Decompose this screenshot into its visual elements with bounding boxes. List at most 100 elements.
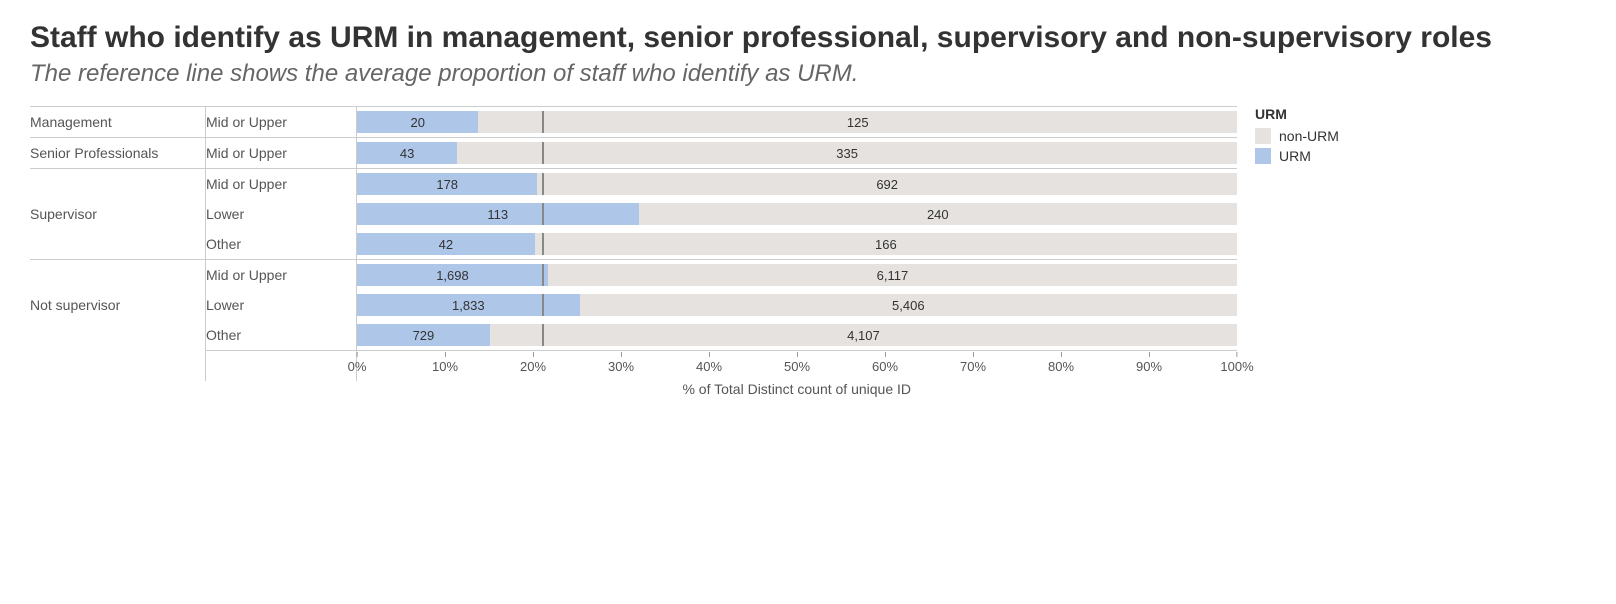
- bar-track: 33543: [357, 142, 1237, 164]
- bar-track: 12520: [357, 111, 1237, 133]
- reference-line: [542, 111, 544, 133]
- table-row: Other4,107729: [30, 320, 1237, 351]
- bar-cell: 5,4061,833: [357, 290, 1238, 320]
- bar-segment-urm: 1,833: [357, 294, 580, 316]
- axis-tick-label: 70%: [960, 359, 986, 374]
- axis-tick-label: 100%: [1220, 359, 1253, 374]
- reference-line: [542, 142, 544, 164]
- axis-tick: 0%: [348, 352, 367, 374]
- axis-tick: 100%: [1220, 352, 1253, 374]
- axis-tick-label: 40%: [696, 359, 722, 374]
- axis-tick-label: 30%: [608, 359, 634, 374]
- legend-item: URM: [1255, 148, 1339, 164]
- legend-items: non-URM URM: [1255, 128, 1339, 164]
- bar-track: 5,4061,833: [357, 294, 1237, 316]
- subcategory-label: Other: [206, 320, 357, 351]
- reference-line: [542, 324, 544, 346]
- subcategory-label: Mid or Upper: [206, 260, 357, 291]
- bar-cell: 33543: [357, 138, 1238, 169]
- subcategory-label: Lower: [206, 290, 357, 320]
- bar-track: 240113: [357, 203, 1237, 225]
- reference-line: [542, 173, 544, 195]
- axis-tick: 60%: [872, 352, 898, 374]
- bar-track: 6,1171,698: [357, 264, 1237, 286]
- bar-cell: 6,1171,698: [357, 260, 1238, 291]
- legend-label: URM: [1279, 148, 1311, 164]
- axis-tick-label: 90%: [1136, 359, 1162, 374]
- reference-line: [542, 264, 544, 286]
- bar-segment-non-urm: 335: [457, 142, 1237, 164]
- bar-cell: 4,107729: [357, 320, 1238, 351]
- chart-table: ManagementMid or Upper12520Senior Profes…: [30, 106, 1237, 397]
- legend: URM non-URM URM: [1255, 106, 1339, 168]
- axis-tick-label: 50%: [784, 359, 810, 374]
- reference-line: [542, 294, 544, 316]
- table-row: ManagementMid or Upper12520: [30, 107, 1237, 138]
- axis-tick: 10%: [432, 352, 458, 374]
- table-row: Lower240113: [30, 199, 1237, 229]
- axis-tick: 70%: [960, 352, 986, 374]
- legend-swatch: [1255, 148, 1271, 164]
- bar-segment-urm: 43: [357, 142, 457, 164]
- bar-cell: 12520: [357, 107, 1238, 138]
- bar-segment-non-urm: 240: [639, 203, 1237, 225]
- bar-segment-non-urm: 6,117: [548, 264, 1237, 286]
- bar-track: 692178: [357, 173, 1237, 195]
- reference-line: [542, 203, 544, 225]
- bar-cell: 16642: [357, 229, 1238, 260]
- axis-tick-label: 80%: [1048, 359, 1074, 374]
- category-label: Senior Professionals: [30, 138, 206, 169]
- axis-tick: 80%: [1048, 352, 1074, 374]
- category-label: Management: [30, 107, 206, 138]
- bar-segment-urm: 1,698: [357, 264, 548, 286]
- axis-tick: 20%: [520, 352, 546, 374]
- chart-subtitle: The reference line shows the average pro…: [30, 60, 1586, 88]
- bar-segment-urm: 20: [357, 111, 478, 133]
- axis-tick: 50%: [784, 352, 810, 374]
- chart-body: ManagementMid or Upper12520Senior Profes…: [30, 107, 1237, 398]
- bar-cell: 692178: [357, 169, 1238, 200]
- bar-segment-non-urm: 125: [478, 111, 1237, 133]
- legend-title: URM: [1255, 106, 1339, 122]
- reference-line: [542, 233, 544, 255]
- category-label: Not supervisor: [30, 260, 206, 351]
- axis-tick-label: 10%: [432, 359, 458, 374]
- axis-tick-label: 20%: [520, 359, 546, 374]
- category-label: Supervisor: [30, 169, 206, 260]
- subcategory-label: Mid or Upper: [206, 138, 357, 169]
- table-row: Senior ProfessionalsMid or Upper33543: [30, 138, 1237, 169]
- axis-title-row: % of Total Distinct count of unique ID: [30, 381, 1237, 397]
- bar-segment-non-urm: 4,107: [490, 324, 1237, 346]
- legend-swatch: [1255, 128, 1271, 144]
- subcategory-label: Mid or Upper: [206, 107, 357, 138]
- table-row: SupervisorMid or Upper692178: [30, 169, 1237, 200]
- axis-row: 0%10%20%30%40%50%60%70%80%90%100%: [30, 351, 1237, 382]
- legend-label: non-URM: [1279, 128, 1339, 144]
- axis-title: % of Total Distinct count of unique ID: [357, 381, 1238, 397]
- subcategory-label: Other: [206, 229, 357, 260]
- axis-tick: 30%: [608, 352, 634, 374]
- axis-tick-label: 60%: [872, 359, 898, 374]
- x-axis: 0%10%20%30%40%50%60%70%80%90%100%: [357, 351, 1238, 382]
- axis-tick: 40%: [696, 352, 722, 374]
- subcategory-label: Lower: [206, 199, 357, 229]
- bar-segment-non-urm: 166: [535, 233, 1237, 255]
- bar-track: 16642: [357, 233, 1237, 255]
- chart-area: ManagementMid or Upper12520Senior Profes…: [30, 106, 1237, 397]
- table-row: Not supervisorMid or Upper6,1171,698: [30, 260, 1237, 291]
- bar-segment-urm: 113: [357, 203, 639, 225]
- table-row: Lower5,4061,833: [30, 290, 1237, 320]
- bar-segment-urm: 42: [357, 233, 535, 255]
- bar-segment-urm: 178: [357, 173, 537, 195]
- chart-title: Staff who identify as URM in management,…: [30, 20, 1586, 56]
- subcategory-label: Mid or Upper: [206, 169, 357, 200]
- legend-item: non-URM: [1255, 128, 1339, 144]
- bar-segment-non-urm: 692: [537, 173, 1237, 195]
- bar-cell: 240113: [357, 199, 1238, 229]
- table-row: Other16642: [30, 229, 1237, 260]
- axis-tick-label: 0%: [348, 359, 367, 374]
- axis-tick: 90%: [1136, 352, 1162, 374]
- bar-track: 4,107729: [357, 324, 1237, 346]
- bar-segment-non-urm: 5,406: [580, 294, 1237, 316]
- bar-segment-urm: 729: [357, 324, 490, 346]
